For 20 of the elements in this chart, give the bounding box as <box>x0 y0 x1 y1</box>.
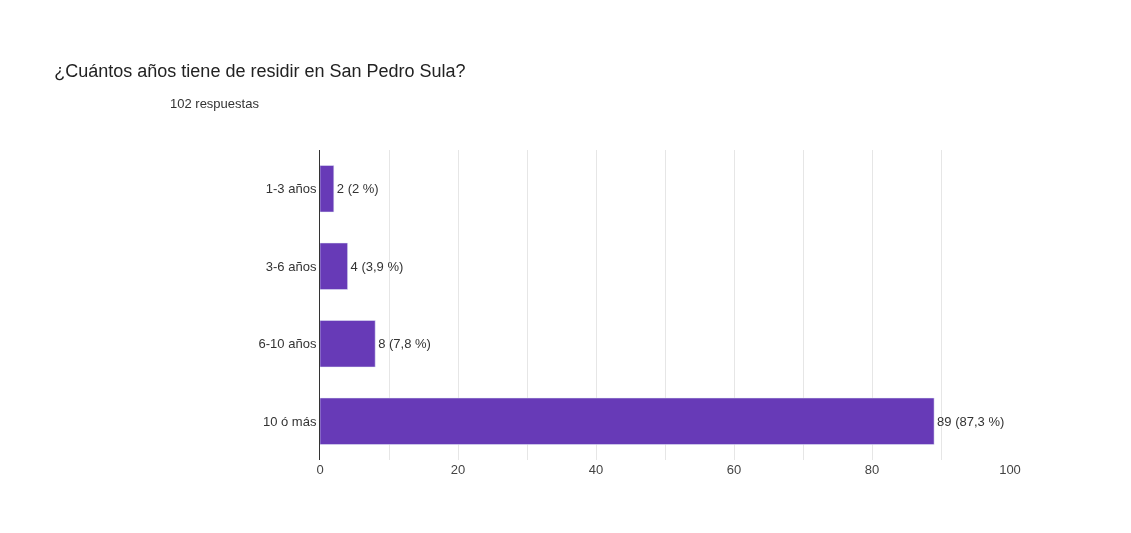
bar <box>320 242 348 290</box>
data-label: 2 (2 %) <box>336 181 379 197</box>
text: 102 respuestas <box>170 96 260 111</box>
data-label: 4 (3,9 %) <box>350 258 404 274</box>
y-tick-label: 6-10 años <box>258 336 317 352</box>
x-tick-label: 80 <box>864 462 880 477</box>
bar <box>320 165 335 213</box>
bar <box>320 320 376 368</box>
x-tick-label: 20 <box>450 462 466 477</box>
y-tick-label: 10 ó más <box>262 413 317 429</box>
x-tick-label: 100 <box>999 462 1021 477</box>
data-label: 89 (87,3 %) <box>937 413 1005 429</box>
y-tick-label: 1-3 años <box>265 181 317 197</box>
chart-title: ¿Cuántos años tiene de residir en San Pedro Sula? <box>54 60 466 81</box>
data-label: 8 (7,8 %) <box>378 336 431 352</box>
x-tick-label: 0 <box>316 462 324 477</box>
x-tick-label: 60 <box>726 462 742 477</box>
y-tick-label: 3-6 años <box>265 258 317 274</box>
x-tick-label: 40 <box>588 462 604 477</box>
bar <box>320 397 935 445</box>
